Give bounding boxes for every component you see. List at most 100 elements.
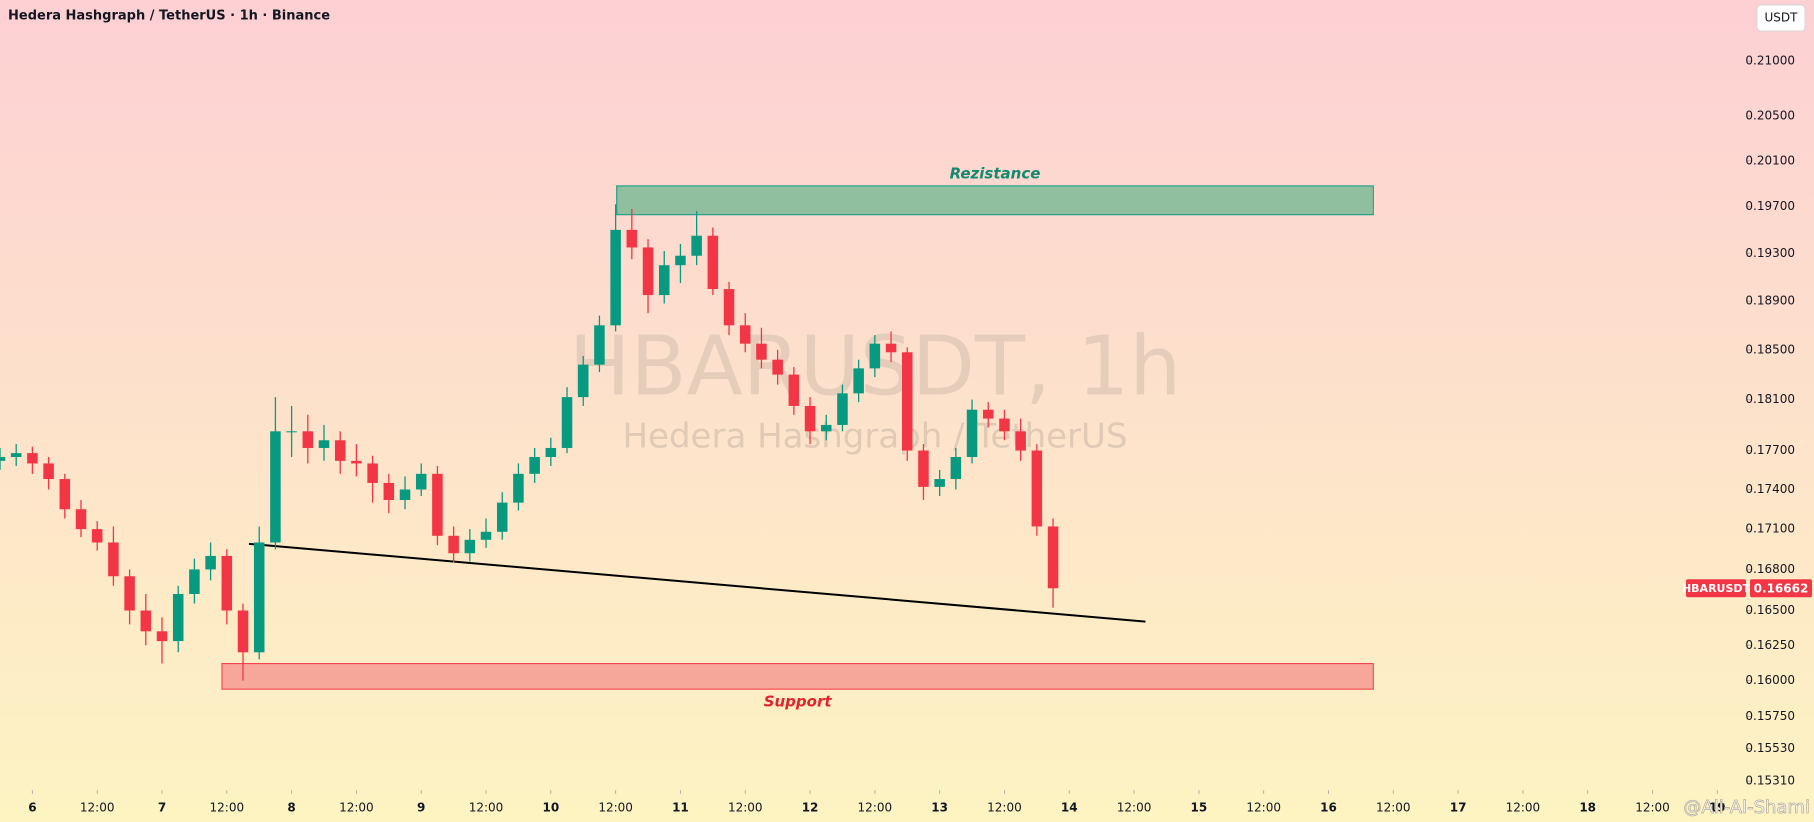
price-tag [1750, 579, 1812, 598]
candle-body [561, 397, 573, 448]
x-tick-label: 12:00 [1117, 801, 1152, 815]
currency-label[interactable]: USDT [1765, 11, 1799, 25]
x-tick-label: 12:00 [1506, 801, 1541, 815]
candle-body [594, 325, 605, 365]
candle-body [788, 374, 800, 406]
candle-body [577, 364, 589, 398]
candle-body [691, 235, 702, 256]
x-tick-label: 12:00 [728, 801, 763, 815]
candle-body [205, 555, 216, 570]
candle-body [399, 489, 411, 500]
candle-body [739, 325, 751, 344]
candle-body [513, 473, 524, 503]
plot: 0.21000 0.20500 0.20100 0.19700 0.19300 0.189… [0, 54, 1812, 815]
y-tick-label: 0.17400 [1745, 482, 1795, 496]
zone-label: Support [764, 693, 833, 711]
candle-body [351, 460, 362, 464]
x-tick-label: 12:00 [858, 801, 893, 815]
x-tick-label: 12:00 [80, 801, 115, 815]
candle-body [0, 456, 6, 461]
candle-body [853, 368, 864, 394]
y-tick-label: 0.17700 [1745, 443, 1795, 457]
candle-body [723, 289, 735, 326]
candle-body [448, 535, 459, 554]
x-tick-label: 12:00 [1635, 801, 1670, 815]
candle-body [367, 463, 378, 483]
zone-label: Rezistance [950, 164, 1041, 182]
x-tick-label: 7 [158, 801, 166, 815]
y-tick-label: 0.20100 [1745, 153, 1795, 167]
x-tick-label: 12:00 [987, 801, 1022, 815]
candle-body [950, 456, 962, 480]
candle-body [934, 479, 945, 487]
y-tick-label: 0.15310 [1745, 774, 1795, 788]
candle-body [837, 393, 848, 425]
candle-body [10, 453, 22, 457]
x-tick-label: 12:00 [1376, 801, 1411, 815]
candle-body [1047, 526, 1059, 589]
candle-body [804, 405, 816, 432]
candle-body [302, 431, 314, 448]
symbol-tag-label: HBARUSDT [1682, 582, 1751, 595]
x-tick-label: 18 [1579, 801, 1596, 815]
x-tick-label: 17 [1450, 801, 1467, 815]
candle-body [1031, 450, 1043, 527]
x-tick-label: 12:00 [598, 801, 633, 815]
x-tick-label: 6 [28, 801, 36, 815]
candle-body [334, 440, 346, 461]
candle-body [529, 456, 540, 474]
candle-body [658, 265, 670, 296]
x-tick-label: 12:00 [210, 801, 245, 815]
price-tag-label: 0.16662 [1754, 582, 1809, 596]
candle-body [189, 569, 200, 594]
symbol-tag [1686, 579, 1746, 598]
y-tick-label: 0.19300 [1745, 246, 1795, 260]
candle-body [999, 418, 1010, 432]
currency-button[interactable] [1756, 4, 1806, 32]
candle-body [75, 509, 87, 530]
candle-body [480, 531, 492, 540]
candle-body [869, 343, 881, 369]
x-tick-label: 12:00 [469, 801, 504, 815]
y-tick-label: 0.16800 [1745, 562, 1795, 576]
candle-body [901, 352, 913, 451]
y-tick-label: 0.15530 [1745, 741, 1795, 755]
candle-body [383, 482, 395, 500]
candle-body [124, 576, 135, 611]
y-tick-label: 0.18900 [1745, 294, 1795, 308]
candle-body [108, 542, 119, 577]
y-tick-label: 0.17100 [1745, 522, 1795, 536]
candle-body [626, 229, 638, 248]
x-tick-label: 12:00 [1246, 801, 1281, 815]
zone [616, 185, 1374, 216]
candle-body [885, 343, 897, 353]
candle-body [318, 440, 330, 448]
candle-body [464, 539, 476, 554]
candle-body [27, 453, 38, 464]
watermark-subtitle: Hedera Hashgraph / TetherUS [622, 417, 1127, 457]
candle-body [43, 463, 54, 480]
candle-body [415, 473, 427, 490]
y-tick-label: 0.19700 [1745, 199, 1795, 213]
chart-title: Hedera Hashgraph / TetherUS · 1h · Binan… [8, 9, 330, 24]
y-tick-label: 0.20500 [1745, 108, 1795, 122]
candle-body [982, 409, 994, 419]
candle-body [237, 610, 249, 653]
x-tick-label: 12 [802, 801, 819, 815]
candle-body [156, 631, 168, 642]
candle-body [270, 431, 281, 543]
x-tick-label: 16 [1320, 801, 1337, 815]
candle-body [221, 555, 233, 611]
y-tick-label: 0.18500 [1745, 342, 1795, 356]
candle-body [172, 593, 184, 642]
trendline [248, 542, 1146, 623]
candle-body [545, 447, 557, 457]
author-watermark: @Ali-Al-Shami [1683, 797, 1810, 818]
x-tick-label: 11 [672, 801, 689, 815]
candle-body [966, 409, 978, 457]
candle-body [59, 479, 71, 510]
candle-body [496, 502, 508, 532]
x-tick-label: 14 [1061, 801, 1078, 815]
candle-body [286, 431, 297, 433]
